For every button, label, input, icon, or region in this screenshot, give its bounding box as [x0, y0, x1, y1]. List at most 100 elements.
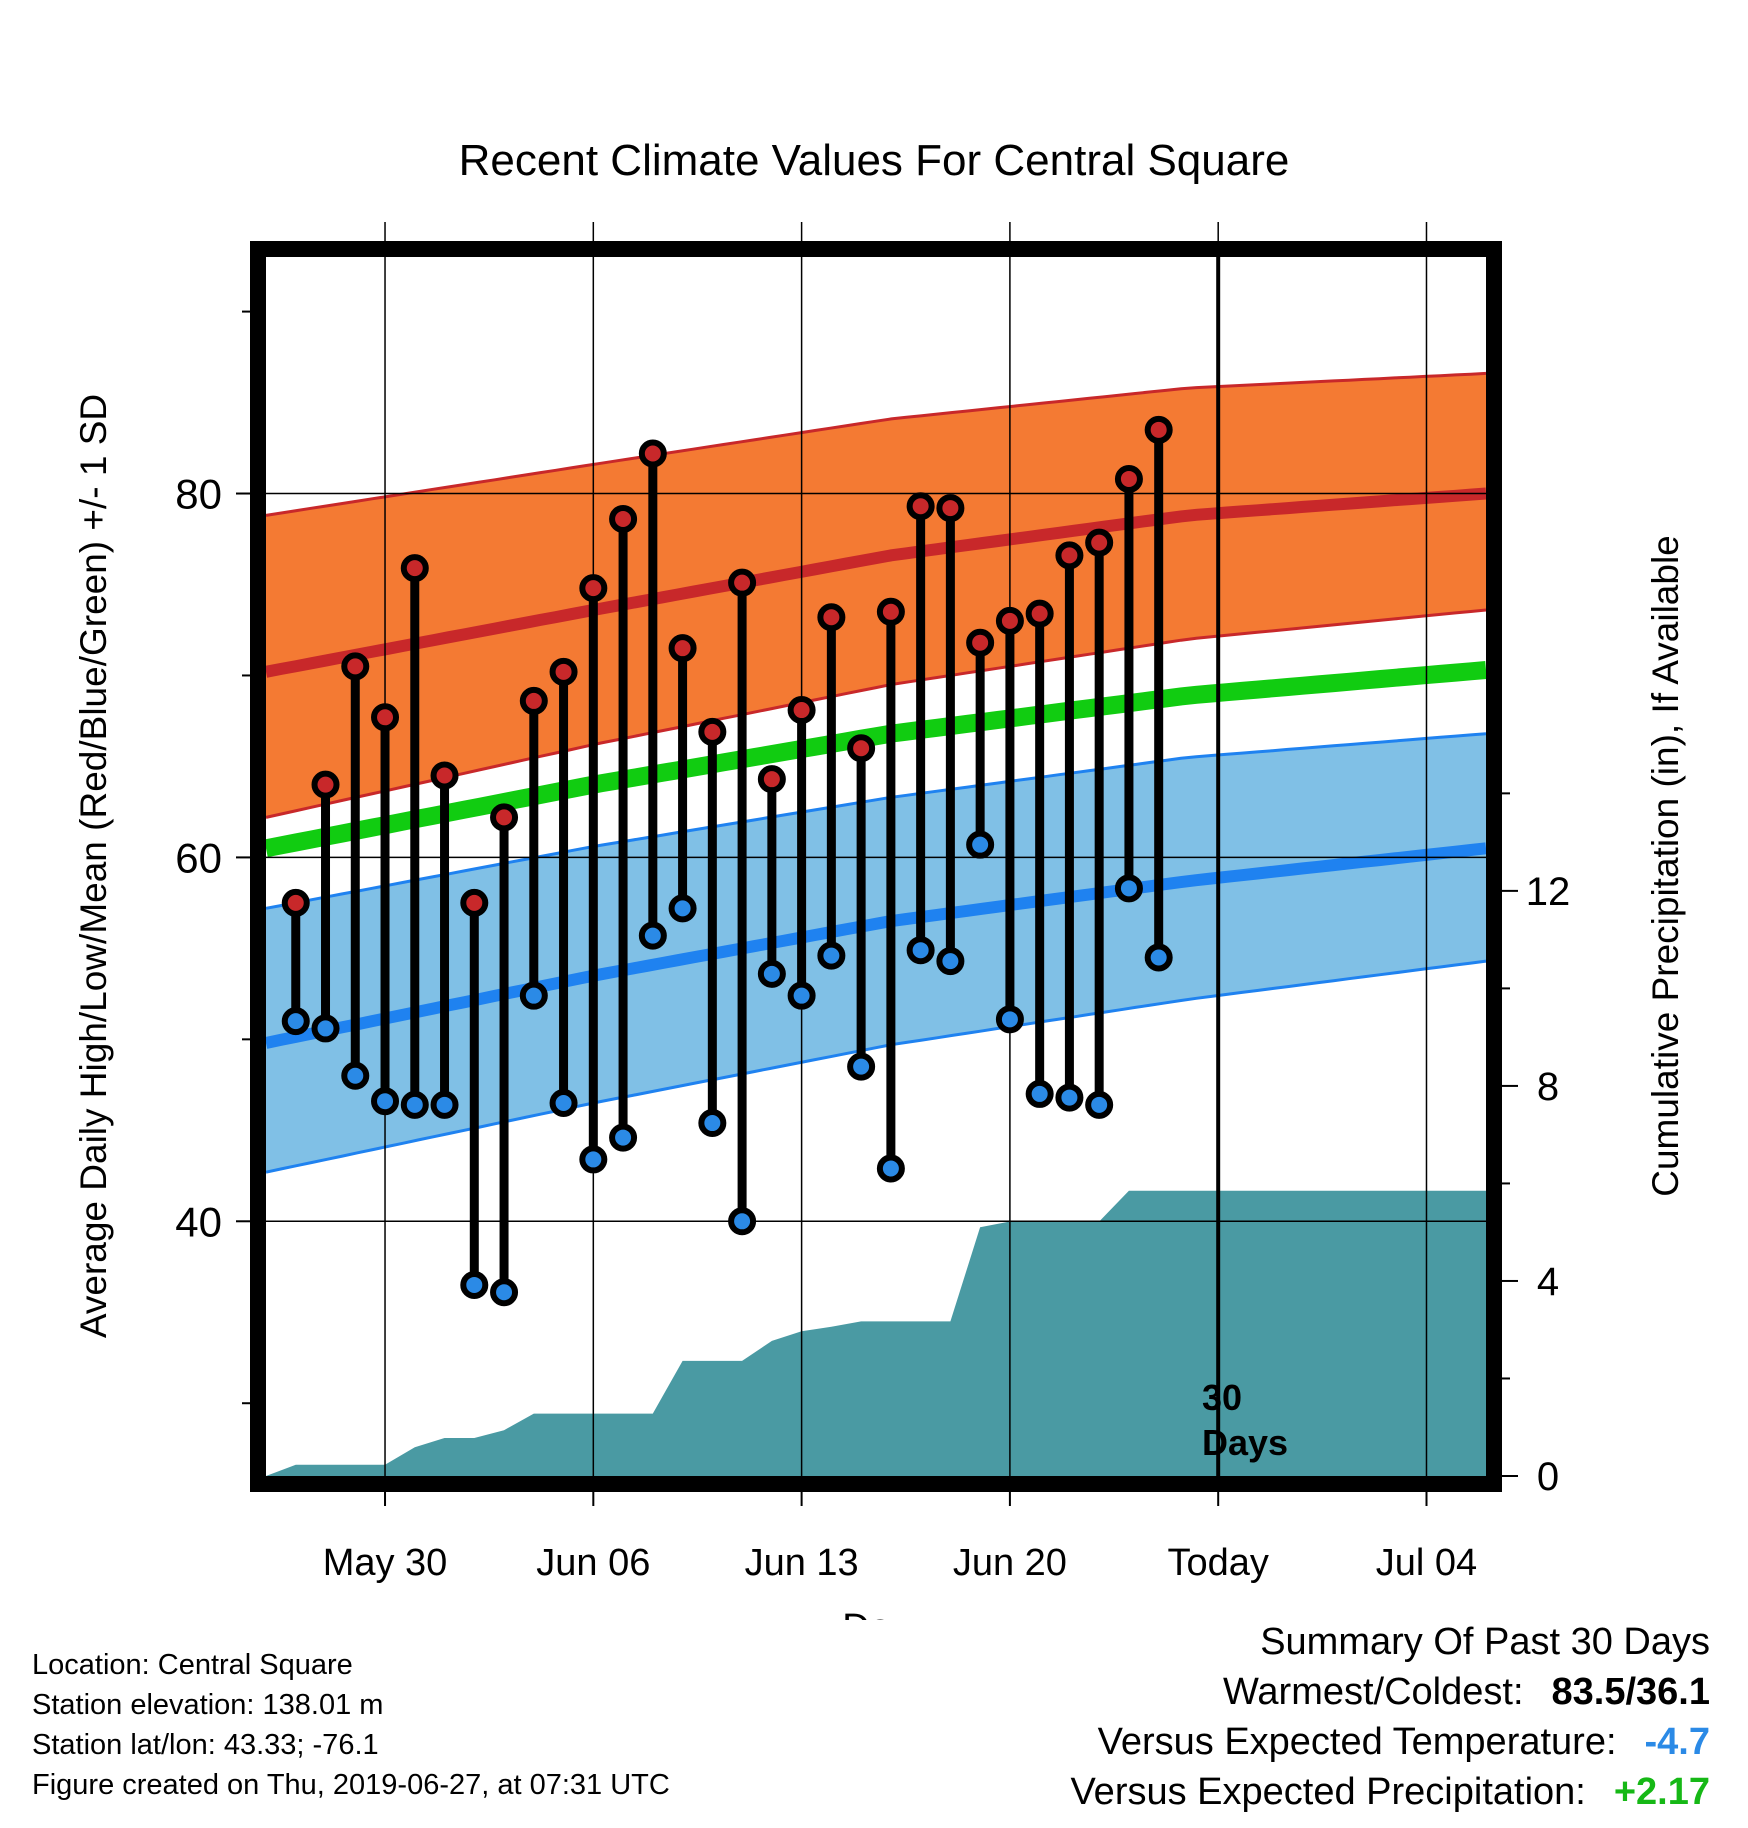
high-point	[519, 686, 548, 715]
low-sd-band	[266, 733, 1486, 1173]
info-created: Figure created on Thu, 2019-06-27, at 07…	[32, 1769, 670, 1801]
y-tick-label: 80	[175, 471, 222, 518]
info-elevation: Station elevation: 138.01 m	[32, 1689, 384, 1721]
y2-tick-label: 4	[1537, 1260, 1559, 1304]
high-point	[995, 606, 1024, 635]
high-point	[371, 703, 400, 732]
y2-tick-label: 12	[1526, 870, 1571, 914]
x-tick-label: Today	[1167, 1542, 1268, 1584]
high-point	[698, 717, 727, 746]
today-label-line1: 30	[1202, 1377, 1242, 1418]
today-label-line2: Days	[1202, 1422, 1288, 1463]
low-point	[906, 936, 935, 965]
low-point	[281, 1007, 310, 1036]
high-point	[876, 597, 905, 626]
temp-bars	[281, 415, 1173, 1307]
x-tick-label: May 30	[323, 1542, 448, 1584]
y-axis-ticks: 40 60 80	[175, 310, 250, 1405]
low-point	[1114, 874, 1143, 903]
low-point	[757, 959, 786, 988]
high-point	[1025, 599, 1054, 628]
low-point	[400, 1090, 429, 1119]
high-point	[906, 492, 935, 521]
low-point	[847, 1052, 876, 1081]
y-tick-label: 40	[175, 1198, 222, 1245]
x-tick-label: Jun 20	[953, 1542, 1067, 1584]
high-point	[757, 765, 786, 794]
high-point	[549, 657, 578, 686]
y2-axis-ticks: 0 4 8 12	[1502, 792, 1571, 1499]
low-point	[876, 1154, 905, 1183]
high-point	[400, 554, 429, 583]
high-point	[460, 888, 489, 917]
low-point	[1025, 1079, 1054, 1108]
x-tick-label: Jun 06	[536, 1542, 650, 1584]
low-point	[460, 1270, 489, 1299]
low-point	[549, 1089, 578, 1118]
x-axis-label: Day	[842, 1607, 910, 1620]
chart-title: Recent Climate Values For Central Square	[459, 136, 1290, 185]
high-point	[1055, 541, 1084, 570]
high-point	[281, 888, 310, 917]
high-point	[1144, 415, 1173, 444]
low-point	[1055, 1083, 1084, 1112]
low-point	[490, 1278, 519, 1307]
high-point	[787, 696, 816, 725]
info-latlon: Station lat/lon: 43.33; -76.1	[32, 1729, 379, 1761]
high-point	[728, 568, 757, 597]
low-point	[1144, 943, 1173, 972]
low-point	[579, 1145, 608, 1174]
today-marker: 30 Days	[1202, 257, 1288, 1476]
high-point	[1114, 464, 1143, 493]
low-point	[668, 894, 697, 923]
low-point	[430, 1090, 459, 1119]
info-location: Location: Central Square	[32, 1649, 353, 1681]
high-point	[579, 574, 608, 603]
high-point	[430, 761, 459, 790]
y2-tick-label: 8	[1537, 1065, 1559, 1109]
low-point	[936, 947, 965, 976]
low-normal-line	[264, 842, 1487, 1049]
climate-chart: Recent Climate Values For Central Square…	[73, 136, 1686, 1620]
low-sd-band-lower-edge	[265, 959, 1487, 1174]
low-point	[1085, 1090, 1114, 1119]
summary-warmest-row: Warmest/Coldest: 83.5/36.1	[1070, 1667, 1710, 1717]
high-normal-line	[264, 487, 1487, 678]
y-tick-label: 60	[175, 834, 222, 881]
low-point	[787, 981, 816, 1010]
high-point	[668, 634, 697, 663]
high-point	[638, 439, 667, 468]
mean-normal-line	[264, 661, 1487, 858]
low-point	[638, 921, 667, 950]
high-point	[341, 652, 370, 681]
low-point	[995, 1005, 1024, 1034]
low-point	[311, 1014, 340, 1043]
low-point	[966, 830, 995, 859]
high-point	[490, 803, 519, 832]
precip-area	[266, 1190, 1486, 1476]
summary-panel: Summary Of Past 30 Days Warmest/Coldest:…	[1070, 1617, 1710, 1817]
high-sd-band-lower-edge	[265, 608, 1487, 819]
high-point	[817, 603, 846, 632]
y2-tick-label: 0	[1537, 1455, 1559, 1499]
low-point	[519, 981, 548, 1010]
summary-precip-row: Versus Expected Precipitation: +2.17	[1070, 1767, 1710, 1817]
high-point	[609, 504, 638, 533]
low-point	[698, 1109, 727, 1138]
summary-title: Summary Of Past 30 Days	[1260, 1621, 1710, 1663]
station-info: Location: Central Square Station elevati…	[32, 1645, 670, 1805]
y-axis-label: Average Daily High/Low/Mean (Red/Blue/Gr…	[73, 394, 114, 1338]
x-tick-label: Jul 04	[1376, 1542, 1477, 1584]
high-sd-band-upper-edge	[265, 371, 1487, 517]
low-point	[371, 1087, 400, 1116]
high-point	[1085, 528, 1114, 557]
warmest-label: Warmest/Coldest:	[1222, 1671, 1524, 1713]
low-point	[341, 1061, 370, 1090]
low-point	[817, 941, 846, 970]
warmest-value: 83.5/36.1	[1551, 1671, 1710, 1713]
plot-frame	[250, 241, 1502, 1492]
precip-label: Versus Expected Precipitation:	[1070, 1771, 1586, 1813]
high-point	[847, 734, 876, 763]
high-point	[936, 494, 965, 523]
low-point	[609, 1123, 638, 1152]
